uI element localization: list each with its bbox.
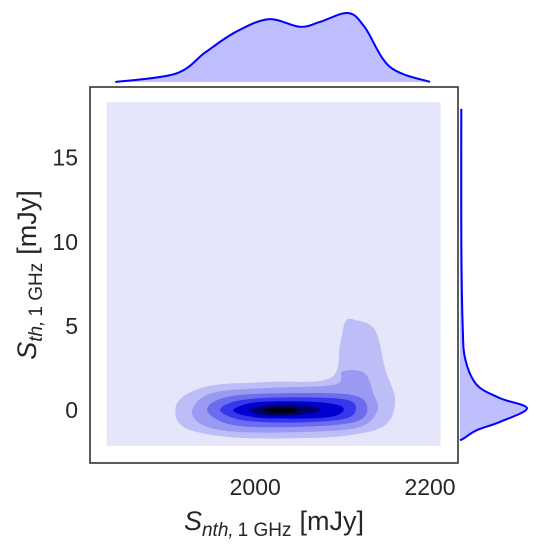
y-tick-label: 15 <box>52 145 78 171</box>
y-tick-label: 5 <box>65 313 78 339</box>
x-marginal-density <box>115 11 431 83</box>
plot-frame <box>89 86 459 464</box>
x-axis-label: Snth, 1 GHz [mJy] <box>184 506 364 541</box>
y-tick-label: 10 <box>52 229 78 255</box>
plot-area <box>106 102 441 447</box>
y-marginal-fill <box>460 108 527 441</box>
y-tick-label: 0 <box>65 397 78 423</box>
y-marginal-density <box>459 108 529 442</box>
x-tick-label: 2000 <box>230 474 281 500</box>
x-tick-label: 2200 <box>404 474 455 500</box>
density-contour <box>263 406 298 414</box>
x-marginal-fill <box>115 12 431 82</box>
y-axis-label: Sth,1 GHz[mJy] <box>12 190 47 360</box>
